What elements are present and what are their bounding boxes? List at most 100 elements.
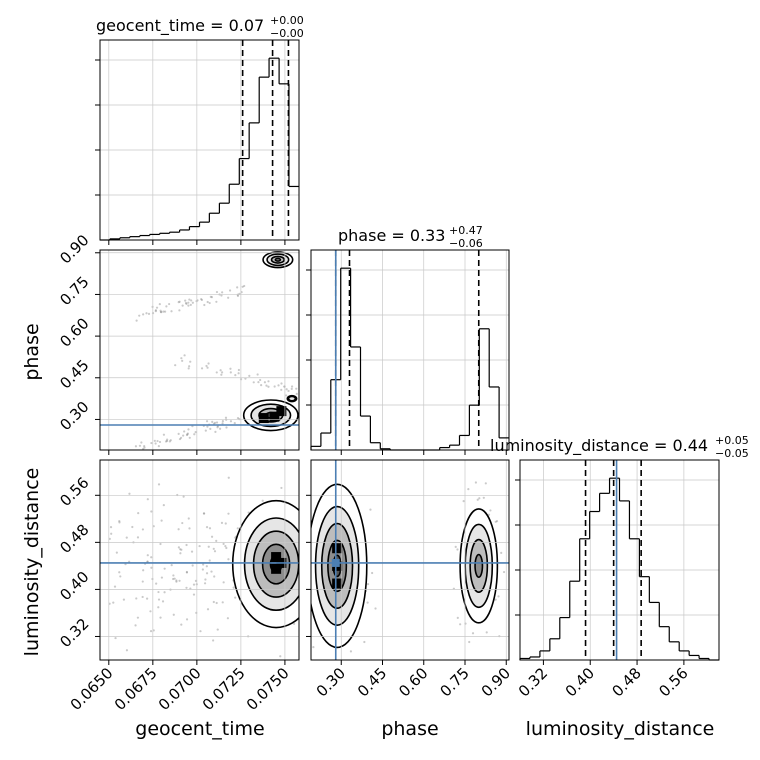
panel-geocent-time-vs-luminosity-distance-xtick-label: 0.0675 [111,664,161,714]
panel-phase-vs-luminosity-distance-sample-point [478,497,481,500]
panel-geocent-time-vs-phase-sample-point [277,384,280,387]
panel-geocent-time-vs-phase-sample-point [188,436,191,439]
panel-geocent-time-vs-luminosity-distance-sample-point [146,498,149,501]
panel-geocent-time-vs-phase-sample-point [295,387,298,390]
panel-phase-vs-luminosity-distance-density-cell [332,578,343,589]
panel-phase-vs-luminosity-distance-sample-point [494,598,497,601]
panel-geocent-time-vs-phase-contour [274,257,282,262]
panel-geocent-time-vs-luminosity-distance-sample-point [141,580,144,583]
panel-geocent-time-vs-luminosity-distance-sample-point [279,655,282,658]
panel-geocent-time-vs-phase-sample-point [200,298,203,302]
panel-geocent-time-vs-luminosity-distance-sample-point [146,560,149,563]
panel-geocent-time-vs-phase-sample-point [236,416,240,420]
hist-luminosity-distance-xtick-label: 0.56 [655,664,691,700]
panel-geocent-time-vs-luminosity-distance-sample-point [227,476,230,479]
panel-geocent-time-vs-luminosity-distance-sample-point [136,536,140,539]
x-axis-label-geocent-time: geocent_time [135,718,264,740]
panel-phase-vs-luminosity-distance-frame [310,459,510,661]
panel-geocent-time-vs-luminosity-distance-sample-point [225,546,228,550]
panel-geocent-time-vs-luminosity-distance-sample-point [198,544,201,548]
panel-geocent-time-vs-luminosity-distance-sample-point [208,527,212,530]
panel-geocent-time-vs-luminosity-distance-sample-point [185,570,188,574]
panel-phase-vs-luminosity-distance-sample-point [456,616,459,619]
panel-geocent-time-vs-luminosity-distance-sample-point [227,512,230,515]
panel-geocent-time-vs-luminosity-distance-sample-point [185,543,188,547]
panel-geocent-time-vs-luminosity-distance-sample-point [59,506,61,508]
panel-geocent-time-vs-phase-density-cell [269,411,280,422]
panel-geocent-time-vs-phase-sample-point [290,387,293,390]
panel-phase-vs-luminosity-distance-sample-point [489,509,492,512]
panel-geocent-time-vs-phase-sample-point [178,309,181,312]
panel-geocent-time-vs-phase-sample-point [205,364,208,368]
panel-geocent-time-vs-phase-contour [287,395,297,402]
panel-geocent-time-vs-luminosity-distance-sample-point [150,510,153,513]
panel-geocent-time-vs-luminosity-distance-sample-point [180,548,183,551]
panel-geocent-time-vs-luminosity-distance-sample-point [215,601,218,605]
panel-geocent-time-vs-phase-sample-point [156,439,159,443]
panel-geocent-time-vs-phase-sample-point [241,285,244,288]
panel-geocent-time-vs-luminosity-distance-sample-point [79,654,81,656]
title-phase-minus: −0.06 [449,237,483,250]
panel-geocent-time-vs-phase-sample-point [162,433,166,436]
panel-geocent-time-vs-phase-sample-point [215,371,218,374]
panel-geocent-time-vs-phase-sample-point [179,436,183,439]
panel-geocent-time-vs-phase-frame [99,249,300,451]
panel-geocent-time-vs-phase-ytick-label: 0.45 [56,356,92,392]
panel-geocent-time-vs-luminosity-distance-sample-point [161,600,165,603]
panel-geocent-time-vs-luminosity-distance-sample-point [224,522,227,525]
panel-geocent-time-vs-phase-sample-point [183,430,186,433]
panel-geocent-time-vs-luminosity-distance-sample-point [157,606,160,609]
panel-geocent-time-vs-phase-sample-point [216,426,219,429]
panel-phase-vs-luminosity-distance-sample-point [305,592,307,594]
panel-geocent-time-vs-phase-sample-point [187,367,190,370]
panel-geocent-time-vs-luminosity-distance-sample-point [178,579,181,582]
title-phase-plus: +0.47 [449,224,483,237]
panel-geocent-time-vs-phase-sample-point [143,446,146,449]
panel-geocent-time-vs-phase-sample-point [265,384,268,387]
panel-geocent-time-vs-luminosity-distance-sample-point [83,521,85,523]
panel-geocent-time-vs-luminosity-distance-sample-point [134,624,137,627]
panel-geocent-time-vs-phase-sample-point [177,300,180,304]
panel-geocent-time-vs-phase-sample-point [214,430,217,433]
panel-phase-vs-luminosity-distance-xtick-label: 0.60 [395,664,431,700]
panel-geocent-time-vs-phase-sample-point [221,422,224,425]
x-axis-label-luminosity-distance: luminosity_distance [526,718,715,740]
panel-geocent-time-vs-luminosity-distance-sample-point [137,512,140,515]
panel-geocent-time-vs-phase-sample-point [138,444,142,447]
panel-geocent-time-vs-phase-sample-point [142,447,145,450]
panel-geocent-time-vs-luminosity-distance-sample-point [226,617,229,620]
panel-phase-vs-luminosity-distance-sample-point [476,665,478,667]
panel-geocent-time-vs-luminosity-distance-sample-point [298,456,300,458]
panel-phase-vs-luminosity-distance-sample-point [495,520,499,523]
panel-geocent-time-vs-phase-sample-point [243,284,246,288]
panel-geocent-time-vs-phase-sample-point [248,374,251,377]
panel-geocent-time-vs-phase-sample-point [145,312,148,315]
panel-geocent-time-vs-phase-ytick-label: 0.75 [56,273,92,309]
panel-geocent-time-vs-phase-sample-point [158,440,162,444]
panel-geocent-time-vs-phase-sample-point [233,421,236,425]
panel-geocent-time-vs-luminosity-distance-sample-point [149,610,152,613]
panel-geocent-time-vs-phase-sample-point [263,381,267,384]
panel-geocent-time-vs-phase-sample-point [187,301,190,304]
panel-phase-vs-luminosity-distance-sample-point [497,595,500,598]
panel-geocent-time-vs-phase-sample-point [211,420,214,424]
panel-phase-vs-luminosity-distance-sample-point [467,488,470,491]
panel-geocent-time-vs-luminosity-distance-sample-point [204,578,207,581]
panel-geocent-time-vs-phase-sample-point [185,302,188,306]
title-geocent-time: geocent_time = 0.07 [96,16,264,36]
panel-geocent-time-vs-luminosity-distance-sample-point [114,636,117,640]
y-axis-label-phase: phase [21,323,43,380]
panel-geocent-time-vs-luminosity-distance-sample-point [179,552,182,555]
panel-phase-vs-luminosity-distance-sample-point [502,570,506,574]
panel-geocent-time-vs-phase-sample-point [220,373,223,376]
panel-geocent-time-vs-luminosity-distance-sample-point [172,574,175,577]
panel-geocent-time-vs-phase-sample-point [178,437,182,441]
panel-geocent-time-vs-luminosity-distance-sample-point [201,568,204,571]
panel-geocent-time-vs-luminosity-distance-sample-point [162,504,165,507]
panel-geocent-time-vs-luminosity-distance-sample-point [185,586,188,589]
panel-geocent-time-vs-luminosity-distance-sample-point [303,594,305,596]
panel-geocent-time-vs-phase-sample-point [169,439,172,442]
panel-geocent-time-vs-luminosity-distance-sample-point [87,523,89,525]
panel-geocent-time-vs-luminosity-distance-sample-point [177,528,180,531]
panel-phase-vs-luminosity-distance-sample-point [500,551,503,555]
